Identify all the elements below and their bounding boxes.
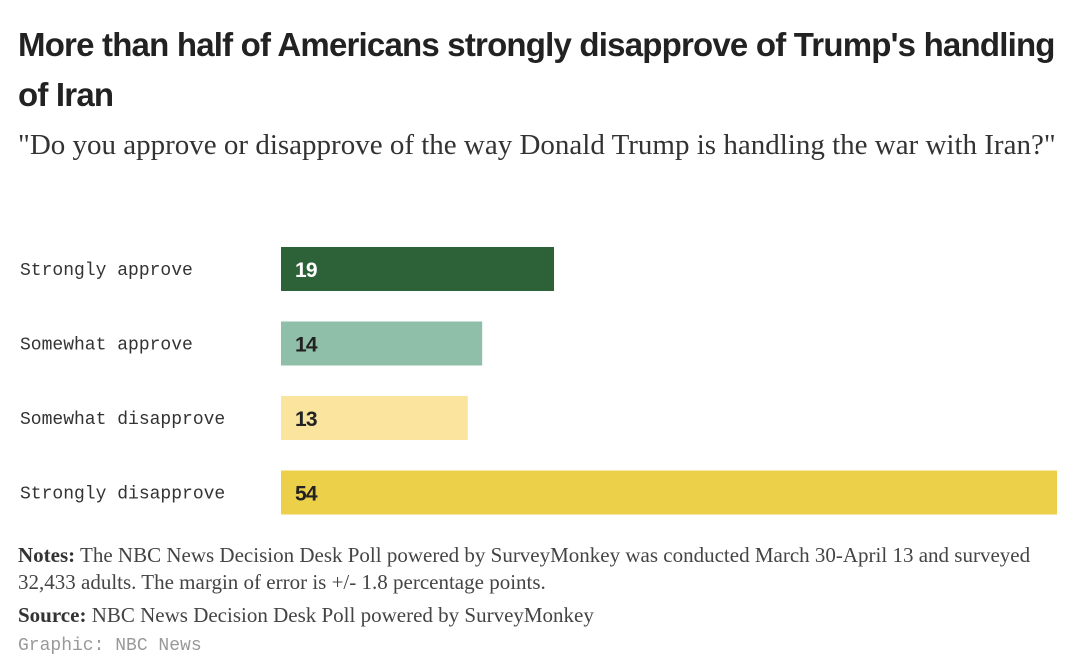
- bar-group-somewhat-approve: Somewhat approve 14: [20, 321, 483, 366]
- chart-subtitle: "Do you approve or disapprove of the way…: [18, 129, 1056, 161]
- bar-strongly-disapprove: [281, 470, 1057, 515]
- bar-somewhat-approve: [281, 321, 483, 366]
- value-label: 19: [295, 259, 317, 282]
- value-label: 14: [295, 334, 318, 357]
- category-label: Somewhat approve: [20, 336, 193, 356]
- category-label: Somewhat disapprove: [20, 410, 225, 430]
- notes-text: The NBC News Decision Desk Poll powered …: [18, 543, 1031, 594]
- graphic-credit: Graphic: NBC News: [18, 636, 202, 656]
- source: Source: NBC News Decision Desk Poll powe…: [18, 602, 1068, 629]
- source-label: Source:: [18, 603, 87, 627]
- source-text: NBC News Decision Desk Poll powered by S…: [86, 603, 594, 627]
- category-label: Strongly approve: [20, 261, 193, 281]
- notes-label: Notes:: [18, 543, 76, 567]
- value-label: 54: [295, 483, 318, 506]
- category-label: Strongly disapprove: [20, 485, 225, 505]
- notes: Notes: The NBC News Decision Desk Poll p…: [18, 542, 1068, 596]
- bar-group-strongly-approve: Strongly approve 19: [20, 247, 555, 291]
- value-label: 13: [295, 408, 317, 431]
- chart-title: More than half of Americans strongly dis…: [18, 26, 1055, 113]
- bar-group-somewhat-disapprove: Somewhat disapprove 13: [20, 396, 468, 440]
- bar-somewhat-disapprove: [281, 396, 468, 440]
- bar-strongly-approve: [281, 247, 555, 291]
- bar-group-strongly-disapprove: Strongly disapprove 54: [20, 470, 1057, 515]
